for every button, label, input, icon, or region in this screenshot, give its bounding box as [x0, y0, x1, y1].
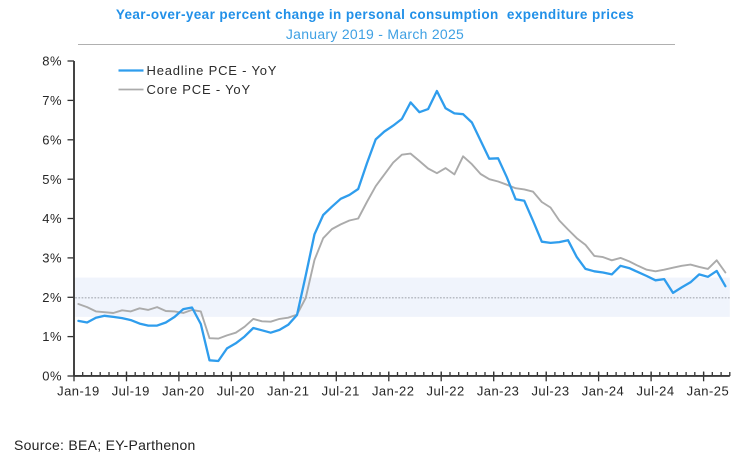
svg-text:Core PCE - YoY: Core PCE - YoY	[147, 82, 251, 97]
svg-text:Jul-20: Jul-20	[217, 384, 255, 399]
svg-text:1%: 1%	[42, 329, 62, 344]
svg-text:Jul-19: Jul-19	[112, 384, 150, 399]
svg-text:Jan-20: Jan-20	[162, 384, 204, 399]
svg-text:Headline PCE - YoY: Headline PCE - YoY	[147, 63, 278, 78]
svg-text:7%: 7%	[42, 93, 62, 108]
svg-text:Jan-21: Jan-21	[267, 384, 309, 399]
svg-text:Jan-23: Jan-23	[477, 384, 519, 399]
svg-text:Jul-21: Jul-21	[322, 384, 360, 399]
svg-text:3%: 3%	[42, 251, 62, 266]
svg-text:Jan-19: Jan-19	[57, 384, 99, 399]
svg-text:Jul-22: Jul-22	[427, 384, 465, 399]
svg-text:Jan-24: Jan-24	[582, 384, 624, 399]
svg-text:Jan-25: Jan-25	[687, 384, 729, 399]
svg-text:6%: 6%	[42, 132, 62, 147]
svg-text:2%: 2%	[42, 290, 62, 305]
svg-text:Jul-23: Jul-23	[531, 384, 569, 399]
svg-text:4%: 4%	[42, 211, 62, 226]
svg-text:5%: 5%	[42, 172, 62, 187]
svg-text:Jan-22: Jan-22	[372, 384, 414, 399]
svg-text:0%: 0%	[42, 369, 62, 384]
svg-text:Jul-24: Jul-24	[636, 384, 674, 399]
svg-text:8%: 8%	[42, 54, 62, 69]
